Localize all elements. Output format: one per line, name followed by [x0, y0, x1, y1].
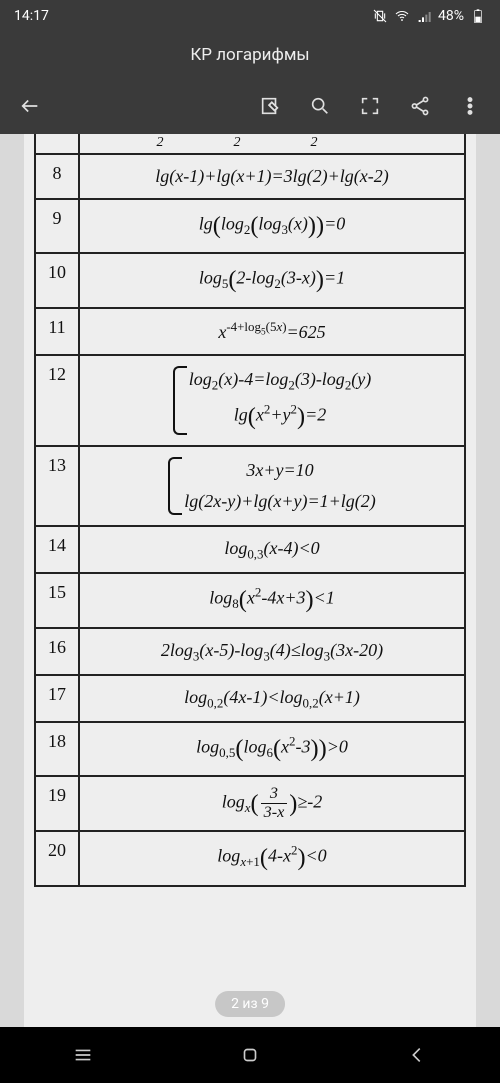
clock: 14:17 [14, 8, 49, 24]
document-viewport[interactable]: 2228lg(x-1)+lg(x+1)=3lg(2)+lg(x-2)9lg(lo… [0, 134, 500, 1027]
system-navbar [0, 1027, 500, 1083]
equation-cell: log8(x2-4x+3)<1 [79, 573, 465, 627]
wifi-icon [394, 8, 410, 24]
equation-cell: lg(x-1)+lg(x+1)=3lg(2)+lg(x-2) [79, 154, 465, 199]
equation-cell: log5(2-log2(3-x))=1 [79, 253, 465, 307]
row-number: 20 [35, 831, 79, 885]
document-page: 2228lg(x-1)+lg(x+1)=3lg(2)+lg(x-2)9lg(lo… [24, 134, 476, 1027]
fullscreen-button[interactable] [350, 86, 390, 126]
arrow-left-icon [19, 95, 41, 117]
status-bar: 14:17 48% [0, 0, 500, 32]
vibrate-icon [372, 8, 388, 24]
document-title: КР логарифмы [190, 45, 309, 65]
toolbar [0, 78, 500, 134]
app-header: КР логарифмы [0, 32, 500, 78]
row-number: 14 [35, 526, 79, 573]
equation-cell: 3x+y=10lg(2x-y)+lg(x+y)=1+lg(2) [79, 446, 465, 526]
recents-icon [72, 1044, 94, 1066]
table-row: 9lg(log2(log3(x)))=0 [35, 199, 465, 253]
search-button[interactable] [300, 86, 340, 126]
edit-button[interactable] [250, 86, 290, 126]
table-row: 12log2(x)-4=log2(3)-log2(y)lg(x2+y2)=2 [35, 355, 465, 446]
table-row: 18log0,5(log6(x2-3))>0 [35, 722, 465, 776]
sysback-button[interactable] [382, 1035, 452, 1075]
back-button[interactable] [10, 86, 50, 126]
more-button[interactable] [450, 86, 490, 126]
table-row: 162log3(x-5)-log3(4)≤log3(3x-20) [35, 628, 465, 675]
problems-table: 2228lg(x-1)+lg(x+1)=3lg(2)+lg(x-2)9lg(lo… [34, 134, 466, 887]
row-number: 11 [35, 308, 79, 355]
more-vert-icon [459, 95, 481, 117]
share-icon [409, 95, 431, 117]
table-row: 11x-4+log5(5x)=625 [35, 308, 465, 355]
row-number: 13 [35, 446, 79, 526]
table-row: 15log8(x2-4x+3)<1 [35, 573, 465, 627]
equation-cell: logx(33-x)≥-2 [79, 776, 465, 831]
table-row: 20logx+1(4-x2)<0 [35, 831, 465, 885]
table-row: 17log0,2(4x-1)<log0,2(x+1) [35, 675, 465, 722]
row-number: 16 [35, 628, 79, 675]
chevron-left-icon [406, 1044, 428, 1066]
share-button[interactable] [400, 86, 440, 126]
row-number: 10 [35, 253, 79, 307]
equation-cell: log0,3(x-4)<0 [79, 526, 465, 573]
table-row: 222 [35, 134, 465, 154]
battery-icon [470, 8, 486, 24]
recents-button[interactable] [48, 1035, 118, 1075]
equation-cell: x-4+log5(5x)=625 [79, 308, 465, 355]
row-number: 12 [35, 355, 79, 446]
equation-cell: logx+1(4-x2)<0 [79, 831, 465, 885]
table-row: 10log5(2-log2(3-x))=1 [35, 253, 465, 307]
page-indicator: 2 из 9 [215, 991, 285, 1017]
row-number: 15 [35, 573, 79, 627]
equation-cell: log2(x)-4=log2(3)-log2(y)lg(x2+y2)=2 [79, 355, 465, 446]
row-number: 9 [35, 199, 79, 253]
row-number: 19 [35, 776, 79, 831]
equation-cell: lg(log2(log3(x)))=0 [79, 199, 465, 253]
table-row: 19logx(33-x)≥-2 [35, 776, 465, 831]
fullscreen-icon [359, 95, 381, 117]
battery-text: 48% [438, 8, 464, 24]
status-right: 48% [372, 8, 486, 24]
equation-cell: log0,2(4x-1)<log0,2(x+1) [79, 675, 465, 722]
home-button[interactable] [215, 1035, 285, 1075]
table-row: 133x+y=10lg(2x-y)+lg(x+y)=1+lg(2) [35, 446, 465, 526]
table-row: 14log0,3(x-4)<0 [35, 526, 465, 573]
row-number: 17 [35, 675, 79, 722]
equation-cell: 2log3(x-5)-log3(4)≤log3(3x-20) [79, 628, 465, 675]
row-number: 8 [35, 154, 79, 199]
table-row: 8lg(x-1)+lg(x+1)=3lg(2)+lg(x-2) [35, 154, 465, 199]
edit-icon [259, 95, 281, 117]
equation-cell: log0,5(log6(x2-3))>0 [79, 722, 465, 776]
signal-icon [416, 8, 432, 24]
search-icon [309, 95, 331, 117]
home-icon [239, 1044, 261, 1066]
row-number: 18 [35, 722, 79, 776]
